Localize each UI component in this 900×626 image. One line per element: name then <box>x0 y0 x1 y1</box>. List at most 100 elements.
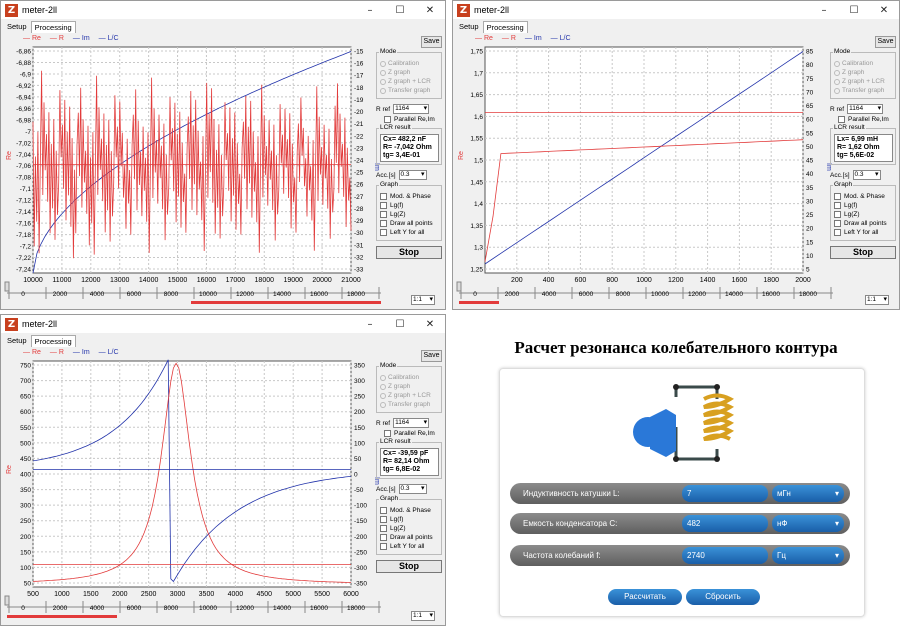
zoom-select[interactable]: 1:1 <box>411 611 435 621</box>
checkbox[interactable] <box>834 211 841 218</box>
checkbox[interactable] <box>380 193 387 200</box>
minimize-icon[interactable]: – <box>367 318 373 330</box>
x-tick-label: 400 <box>543 277 555 284</box>
maximize-icon[interactable]: ☐ <box>395 318 405 330</box>
tab-processing[interactable]: Processing <box>30 21 76 33</box>
rref-select[interactable]: 1164 <box>393 104 430 114</box>
stop-button[interactable]: Stop <box>830 246 896 259</box>
inductance-input[interactable]: 7 <box>682 485 768 502</box>
maximize-icon[interactable]: ☐ <box>849 4 859 16</box>
y-tick-label: -7,14 <box>16 209 31 216</box>
graph: 200 400 600 800 1000 1200 1400 1600 1800 20001,75… <box>456 46 833 304</box>
slider-tick-label: 10000 <box>199 605 217 612</box>
slider-tick-label: 0 <box>21 605 25 612</box>
parallel-checkbox[interactable] <box>838 116 845 123</box>
frequency-unit-select[interactable]: Гц <box>772 547 844 564</box>
checkbox[interactable] <box>380 507 387 514</box>
checkbox[interactable] <box>834 202 841 209</box>
checkbox[interactable] <box>380 202 387 209</box>
inductance-label: Индуктивность катушки L: <box>523 489 620 498</box>
minimize-icon[interactable]: – <box>821 4 827 16</box>
title-bar: Z meter-2ll – ☐ ✕ <box>1 315 445 333</box>
legend-r: — R <box>501 35 516 42</box>
close-icon[interactable]: ✕ <box>425 4 435 16</box>
x-tick-label: 1400 <box>700 277 716 284</box>
close-icon[interactable]: ✕ <box>879 4 889 16</box>
legend-lc: — L/C <box>98 349 119 356</box>
checkbox[interactable] <box>380 229 387 236</box>
y2-tick-label: -30 <box>354 230 364 237</box>
close-icon[interactable]: ✕ <box>425 318 435 330</box>
save-button[interactable]: Save <box>875 36 896 48</box>
x-tick-label: 1800 <box>763 277 779 284</box>
frequency-row: Частота колебаний f: 2740 Гц <box>510 545 850 566</box>
x-tick-label: 16000 <box>197 277 217 284</box>
tab-processing[interactable]: Processing <box>30 335 76 347</box>
mode-group: Mode Calibration Z graph Z graph + LCR T… <box>830 48 896 99</box>
y2-tick-label: 70 <box>806 89 814 96</box>
x-tick-label: 13000 <box>110 277 130 284</box>
y-tick-label: -6,96 <box>16 106 31 113</box>
calculate-button[interactable]: Рассчитать <box>608 589 682 605</box>
checkbox[interactable] <box>834 220 841 227</box>
acc-select[interactable]: 0.3 <box>398 170 427 180</box>
y2-tick-label: -21 <box>354 121 364 128</box>
radio-icon <box>380 60 386 67</box>
capacitance-unit-select[interactable]: нФ <box>772 515 844 532</box>
y-tick-label: 750 <box>20 363 31 370</box>
slider-handle <box>4 595 10 606</box>
legend-lc: — L/C <box>98 35 119 42</box>
stop-button[interactable]: Stop <box>376 560 442 573</box>
checkbox[interactable] <box>380 534 387 541</box>
y2-tick-label: -350 <box>354 581 367 588</box>
minimize-icon[interactable]: – <box>367 4 373 16</box>
stop-button[interactable]: Stop <box>376 246 442 259</box>
x-tick-label: 12000 <box>81 277 101 284</box>
legend-r: — R <box>49 349 64 356</box>
slider-tick-label: 16000 <box>310 291 328 298</box>
tab-processing[interactable]: Processing <box>482 21 528 33</box>
capacitance-input[interactable]: 482 <box>682 515 768 532</box>
zoom-select[interactable]: 1:1 <box>865 295 889 305</box>
maximize-icon[interactable]: ☐ <box>395 4 405 16</box>
checkbox[interactable] <box>380 211 387 218</box>
tab-setup[interactable]: Setup <box>7 336 27 345</box>
frequency-output[interactable]: 2740 <box>682 547 768 564</box>
rref-select[interactable]: 1164 <box>393 418 430 428</box>
slider-tick-label: 6000 <box>127 291 142 298</box>
y-tick-label: 600 <box>20 409 31 416</box>
y-tick-label: -7,04 <box>16 152 31 159</box>
tab-setup[interactable]: Setup <box>7 22 27 31</box>
checkbox[interactable] <box>834 193 841 200</box>
checkbox[interactable] <box>834 229 841 236</box>
y2-tick-label: 250 <box>354 394 365 401</box>
radio-icon <box>834 87 840 94</box>
legend-re: — Re <box>23 349 41 356</box>
lcr-result: LCR result Cx= 482,2 nF R= -7,042 Ohm tg… <box>376 124 442 165</box>
checkbox[interactable] <box>380 543 387 550</box>
zoom-select[interactable]: 1:1 <box>411 295 435 305</box>
reset-button[interactable]: Сбросить <box>686 589 760 605</box>
legend-r: — R <box>49 35 64 42</box>
checkbox[interactable] <box>380 525 387 532</box>
inductance-unit-select[interactable]: мГн <box>772 485 844 502</box>
save-button[interactable]: Save <box>421 36 442 48</box>
checkbox[interactable] <box>380 516 387 523</box>
slider-tick-label: 14000 <box>725 291 743 298</box>
x-tick-label: 5000 <box>285 591 301 598</box>
checkbox[interactable] <box>380 220 387 227</box>
parallel-checkbox[interactable] <box>384 116 391 123</box>
app-logo-icon: Z <box>457 3 470 17</box>
save-button[interactable]: Save <box>421 350 442 362</box>
legend-im: — Im <box>72 35 90 42</box>
title-bar: Z meter-2ll – ☐ ✕ <box>453 1 899 19</box>
right-axis-label: Im <box>373 477 380 485</box>
tab-setup[interactable]: Setup <box>459 22 479 31</box>
capacitance-label: Емкость конденсатора C: <box>523 519 618 528</box>
parallel-checkbox[interactable] <box>384 430 391 437</box>
acc-select[interactable]: 0.3 <box>398 484 427 494</box>
rref-select[interactable]: 1164 <box>847 104 884 114</box>
slider-tick-label: 4000 <box>90 605 105 612</box>
acc-select[interactable]: 0.3 <box>852 170 881 180</box>
slider-tick-label: 8000 <box>164 605 179 612</box>
